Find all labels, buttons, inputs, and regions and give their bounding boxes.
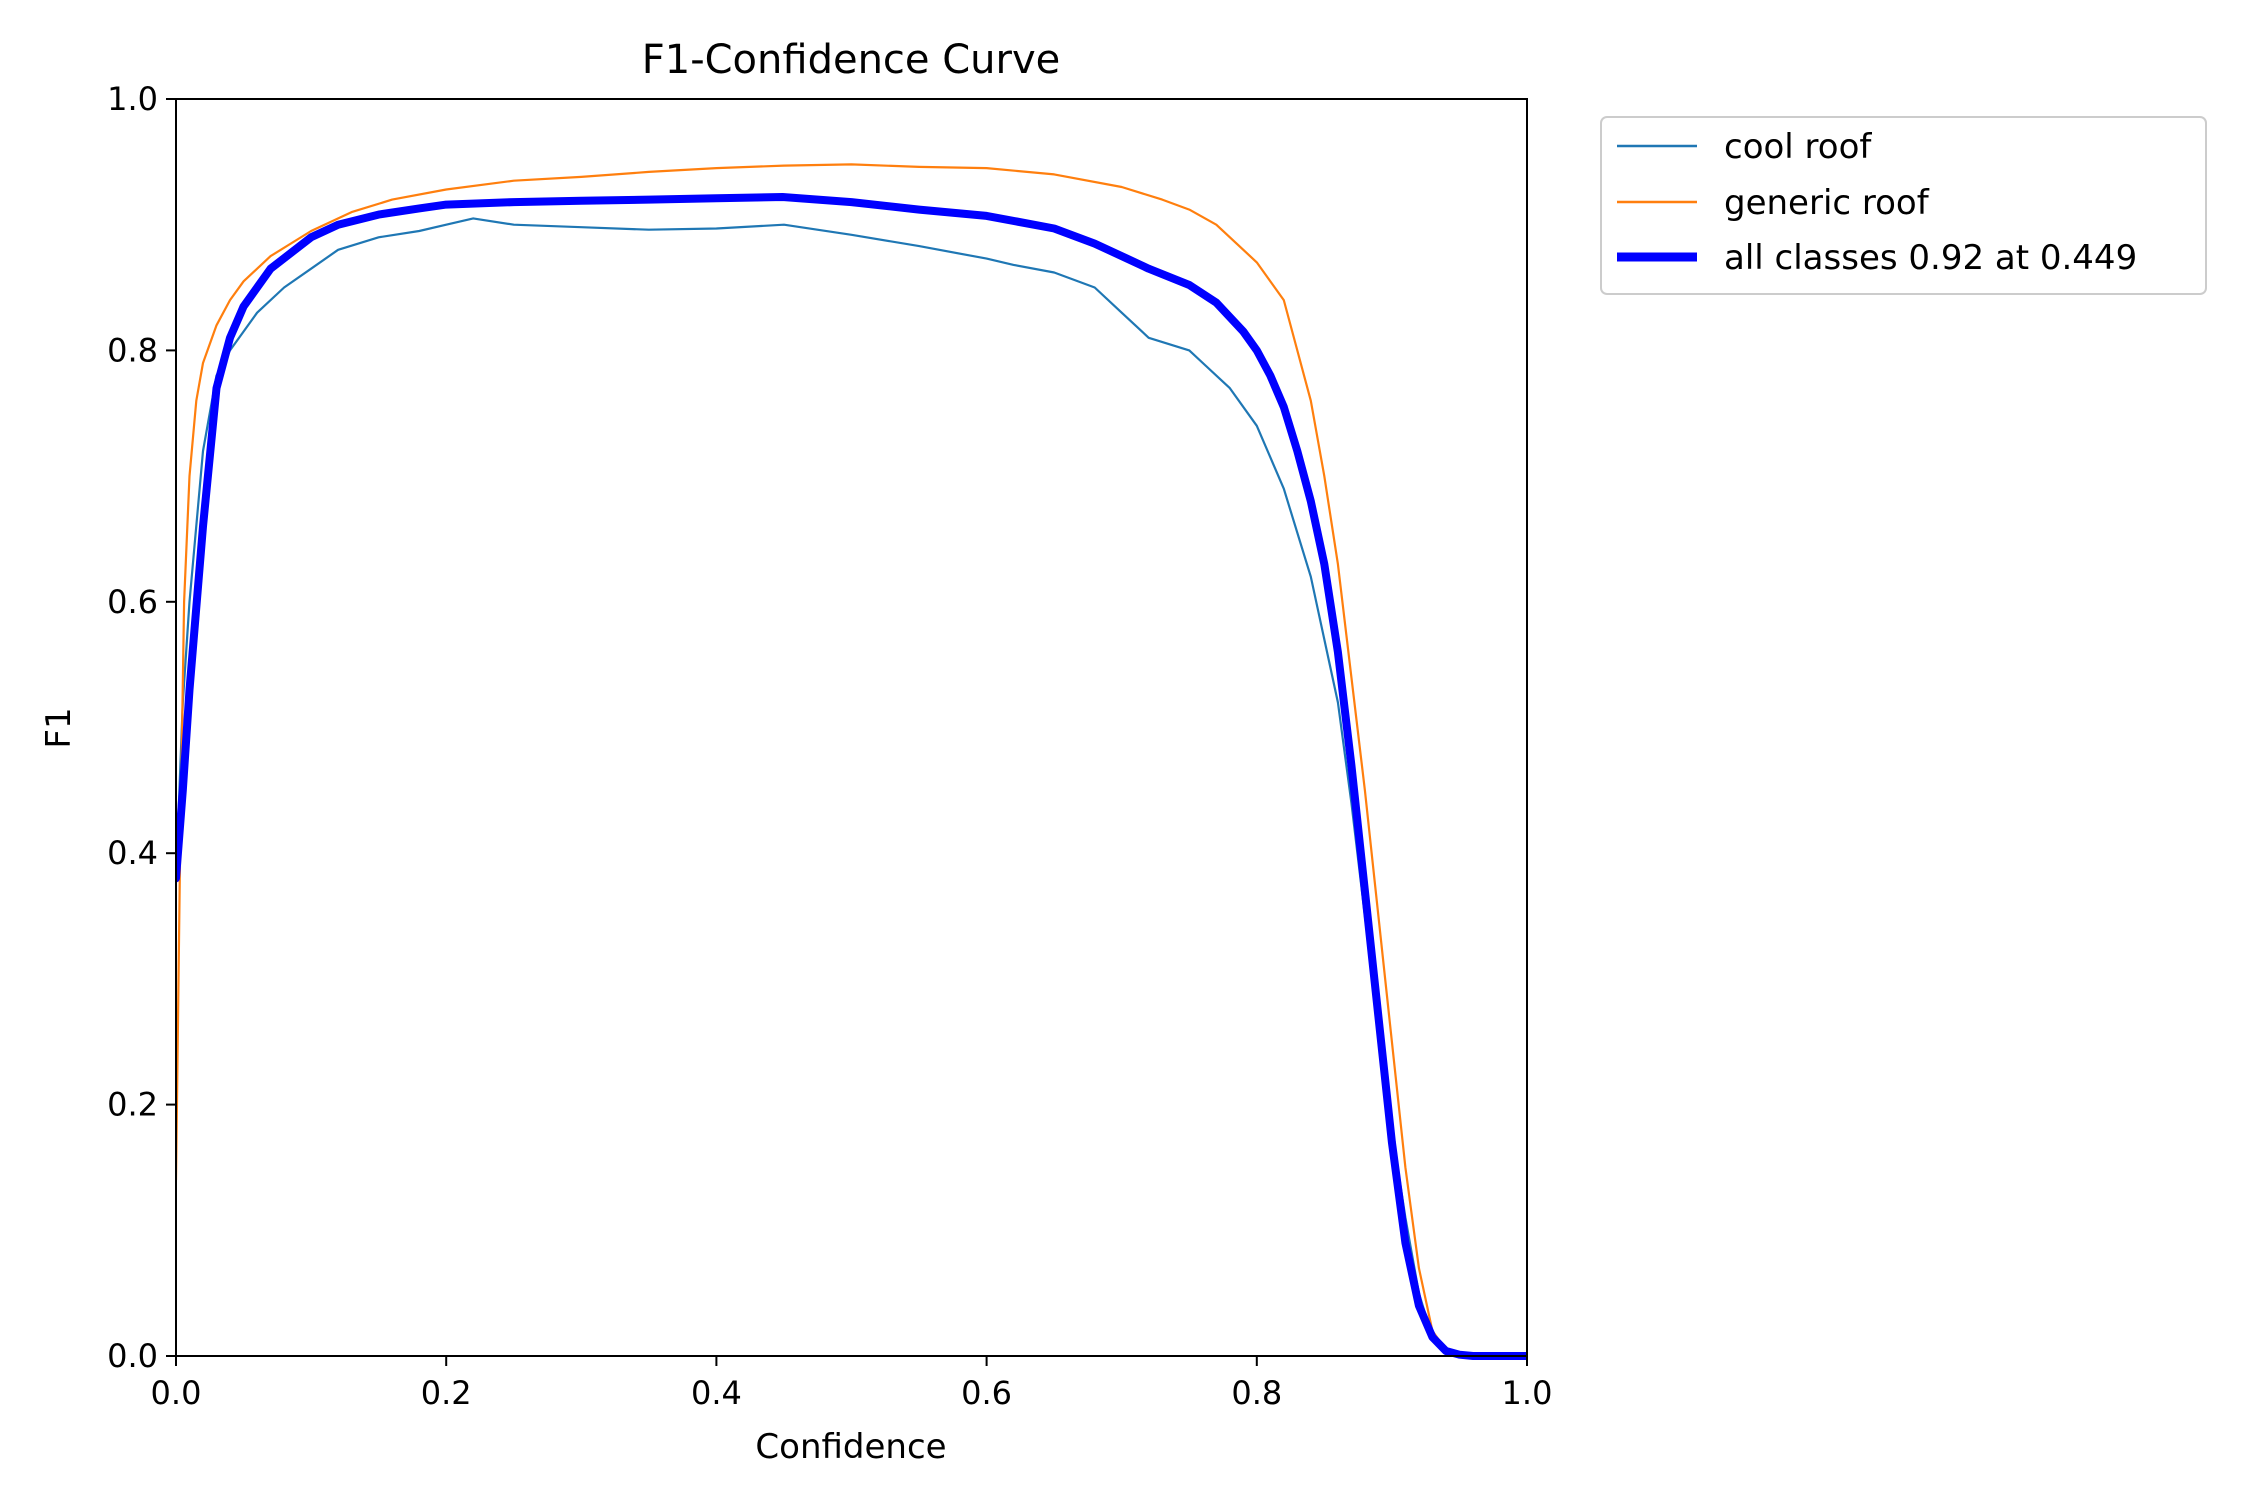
series-layer — [176, 163, 1527, 1360]
x-axis: 0.0 0.2 0.4 0.6 0.8 1.0 — [151, 1356, 1553, 1412]
y-tick-label: 0.8 — [107, 331, 158, 369]
x-tick-label: 0.4 — [691, 1374, 742, 1412]
x-tick-label: 0.2 — [421, 1374, 472, 1412]
y-tick-label: 0.0 — [107, 1337, 158, 1375]
x-tick-label: 0.8 — [1231, 1374, 1282, 1412]
legend: cool roof generic roof all classes 0.92 … — [1600, 116, 2207, 295]
y-axis: 0.0 0.2 0.4 0.6 0.8 1.0 — [107, 80, 176, 1375]
legend-box — [1600, 116, 2207, 295]
x-tick-label: 1.0 — [1502, 1374, 1553, 1412]
y-tick-label: 0.6 — [107, 583, 158, 621]
legend-label-cool-roof: cool roof — [1724, 127, 1872, 167]
x-axis-label: Confidence — [755, 1427, 946, 1467]
chart-title: F1-Confidence Curve — [642, 37, 1061, 83]
series-line-2 — [176, 193, 1527, 1360]
y-tick-label: 1.0 — [107, 80, 158, 118]
y-axis-label: F1 — [39, 707, 79, 748]
x-tick-label: 0.0 — [151, 1374, 202, 1412]
y-tick-label: 0.4 — [107, 834, 158, 872]
legend-label-all-classes: all classes 0.92 at 0.449 — [1724, 238, 2137, 278]
series-line-1 — [176, 163, 1527, 1358]
legend-label-generic-roof: generic roof — [1724, 183, 1930, 223]
plot-frame — [175, 98, 1528, 1357]
x-tick-label: 0.6 — [961, 1374, 1012, 1412]
y-tick-label: 0.2 — [107, 1086, 158, 1124]
